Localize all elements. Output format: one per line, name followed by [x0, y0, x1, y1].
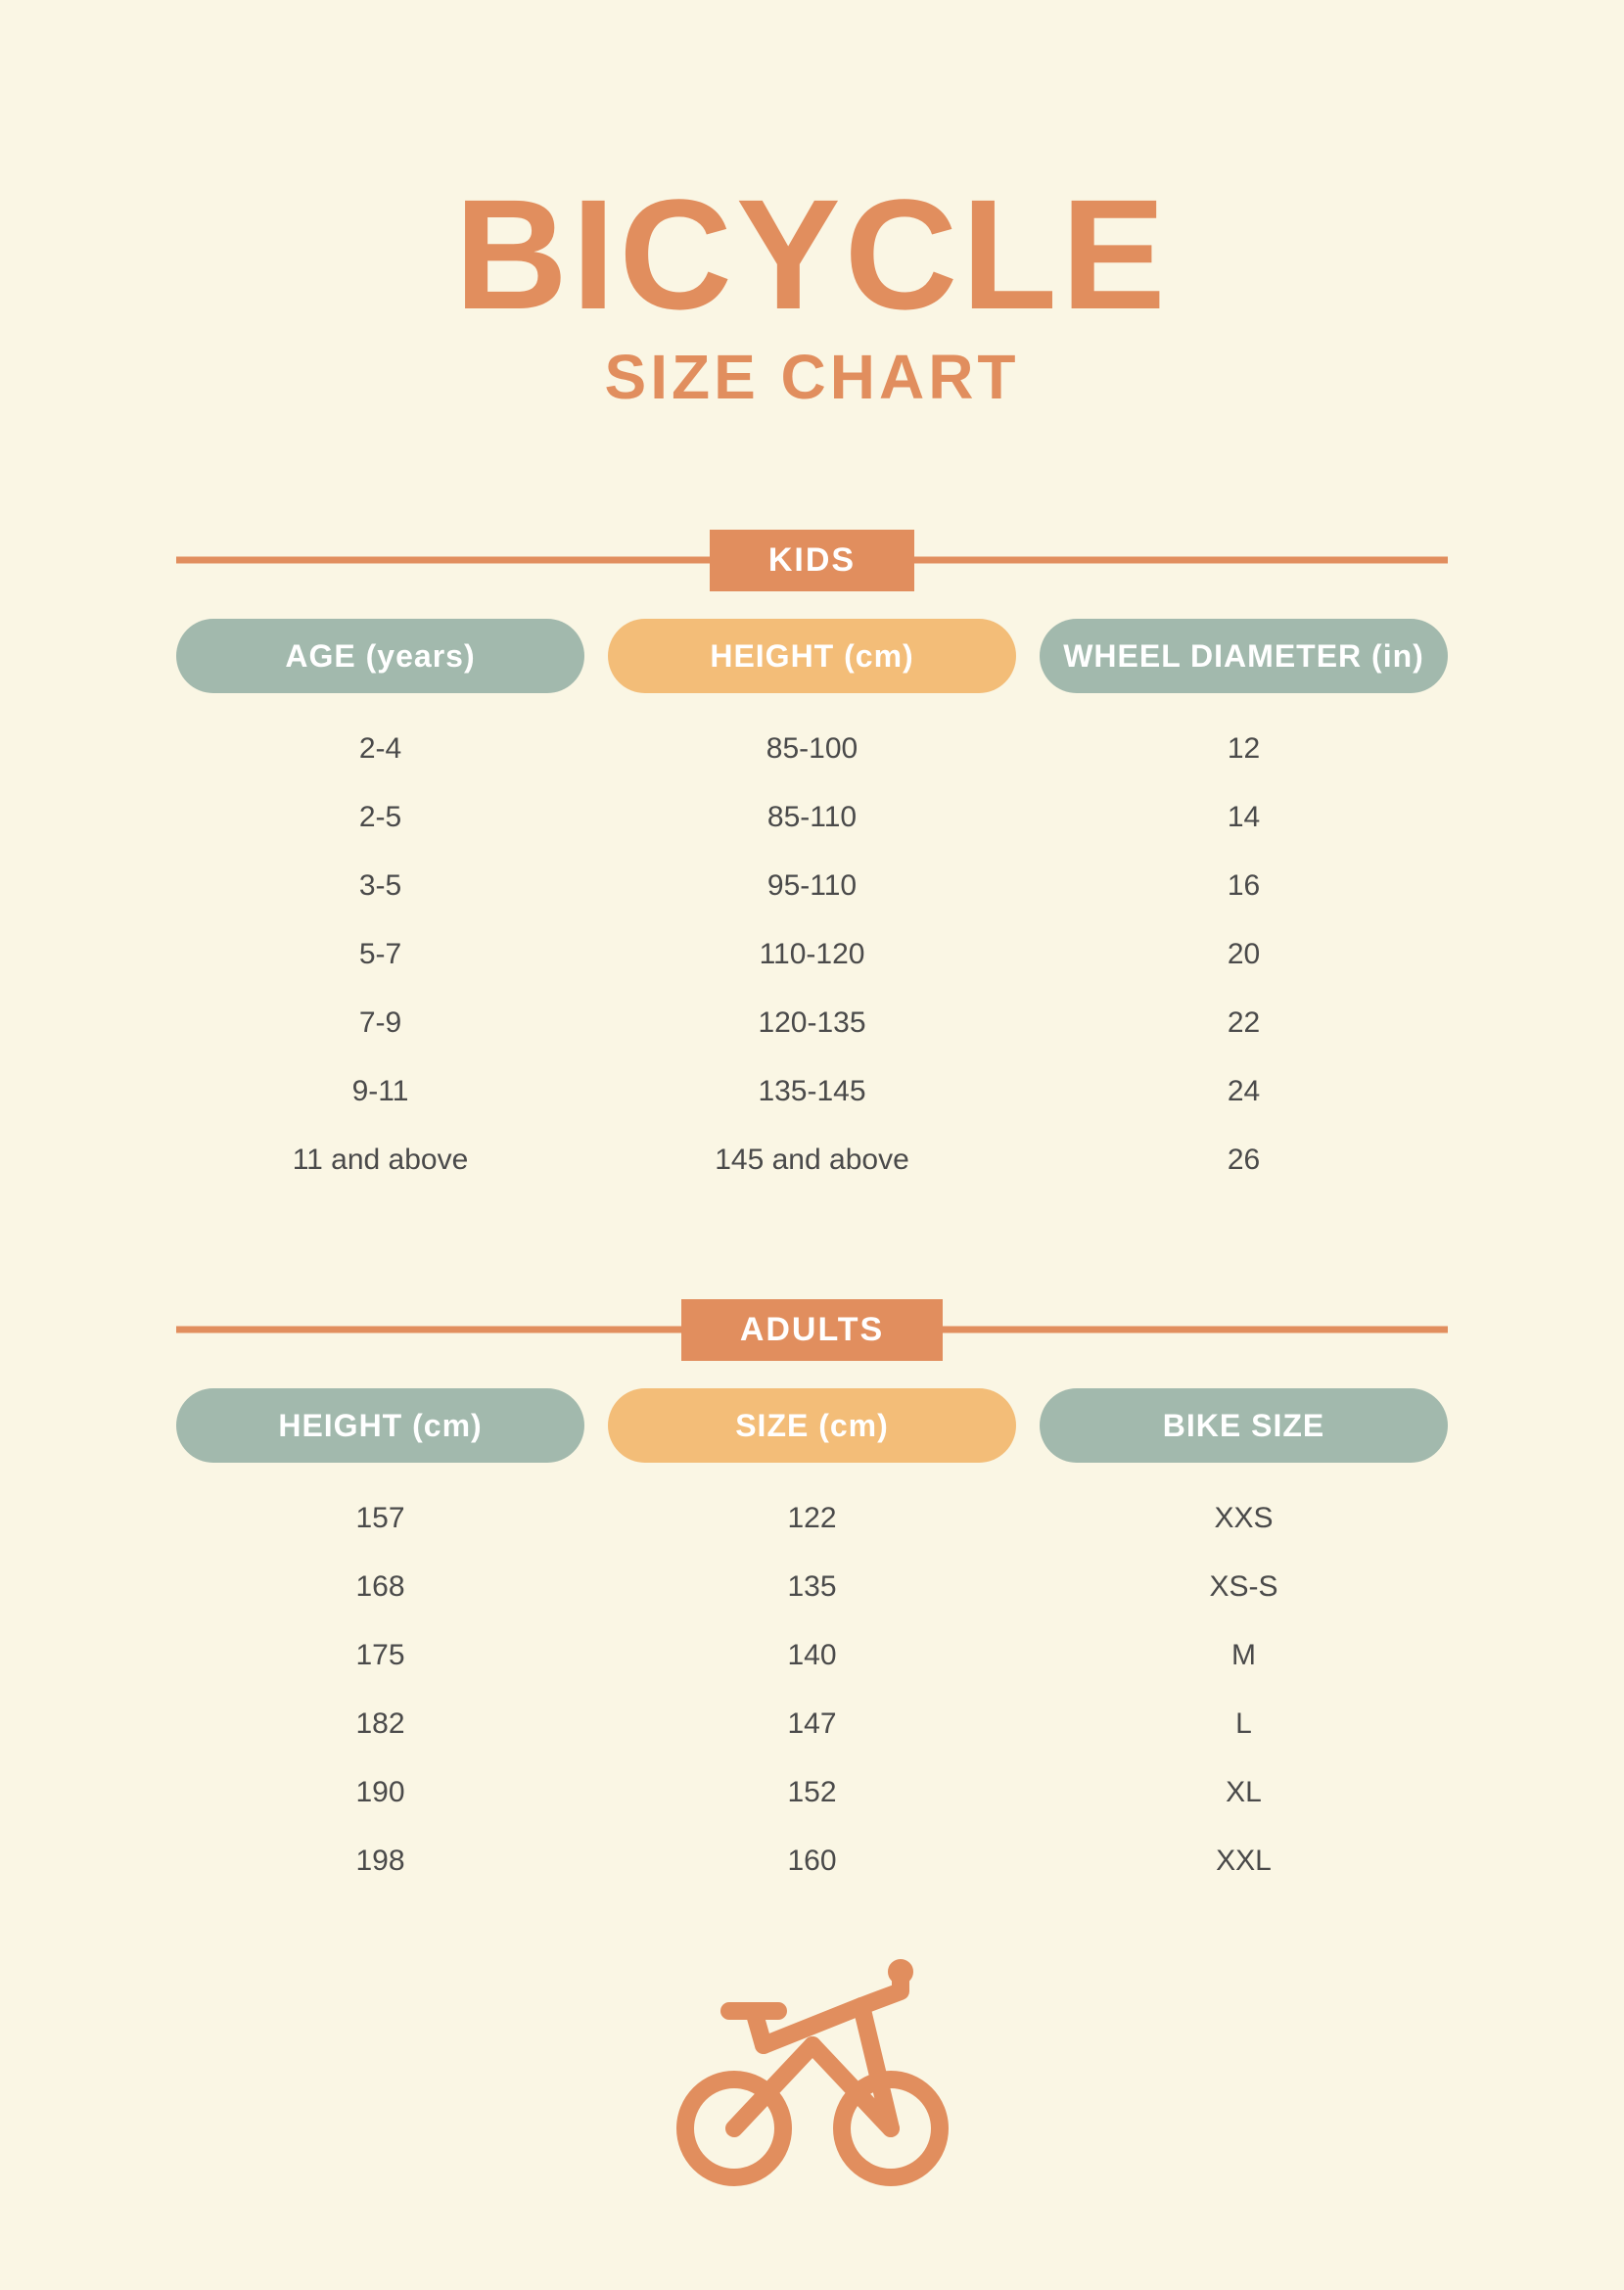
- adults-rows: 157 122 XXS 168 135 XS-S 175 140 M 182 1…: [176, 1502, 1448, 1878]
- page-container: BICYCLE SIZE CHART KIDS AGE (years) HEIG…: [0, 0, 1624, 2187]
- kids-col-wheel: WHEEL DIAMETER (in): [1040, 619, 1448, 693]
- table-row: 7-9 120-135 22: [176, 1006, 1448, 1040]
- cell: 85-100: [608, 732, 1016, 766]
- table-row: 182 147 L: [176, 1707, 1448, 1741]
- kids-col-age: AGE (years): [176, 619, 584, 693]
- kids-badge: KIDS: [710, 530, 914, 591]
- cell: 5-7: [176, 938, 584, 971]
- main-title: BICYCLE: [454, 176, 1169, 333]
- cell: 26: [1040, 1144, 1448, 1177]
- adults-col-size: SIZE (cm): [608, 1388, 1016, 1463]
- table-row: 5-7 110-120 20: [176, 938, 1448, 971]
- cell: 168: [176, 1570, 584, 1604]
- cell: 147: [608, 1707, 1016, 1741]
- table-row: 2-5 85-110 14: [176, 801, 1448, 834]
- cell: M: [1040, 1639, 1448, 1672]
- cell: 12: [1040, 732, 1448, 766]
- cell: 157: [176, 1502, 584, 1535]
- cell: 135-145: [608, 1075, 1016, 1108]
- cell: XXS: [1040, 1502, 1448, 1535]
- cell: XXL: [1040, 1845, 1448, 1878]
- kids-column-headers: AGE (years) HEIGHT (cm) WHEEL DIAMETER (…: [176, 619, 1448, 693]
- cell: 14: [1040, 801, 1448, 834]
- cell: 110-120: [608, 938, 1016, 971]
- adults-col-bike-size: BIKE SIZE: [1040, 1388, 1448, 1463]
- cell: 9-11: [176, 1075, 584, 1108]
- cell: L: [1040, 1707, 1448, 1741]
- kids-section-header: KIDS: [176, 531, 1448, 589]
- cell: 190: [176, 1776, 584, 1809]
- kids-section: KIDS AGE (years) HEIGHT (cm) WHEEL DIAME…: [176, 531, 1448, 1212]
- cell: 11 and above: [176, 1144, 584, 1177]
- cell: 140: [608, 1639, 1016, 1672]
- table-row: 2-4 85-100 12: [176, 732, 1448, 766]
- cell: XL: [1040, 1776, 1448, 1809]
- cell: 175: [176, 1639, 584, 1672]
- cell: 85-110: [608, 801, 1016, 834]
- cell: 152: [608, 1776, 1016, 1809]
- cell: 20: [1040, 938, 1448, 971]
- cell: 122: [608, 1502, 1016, 1535]
- table-row: 190 152 XL: [176, 1776, 1448, 1809]
- table-row: 175 140 M: [176, 1639, 1448, 1672]
- cell: 135: [608, 1570, 1016, 1604]
- cell: 3-5: [176, 869, 584, 903]
- bicycle-icon: [666, 1952, 959, 2187]
- adults-column-headers: HEIGHT (cm) SIZE (cm) BIKE SIZE: [176, 1388, 1448, 1463]
- table-row: 157 122 XXS: [176, 1502, 1448, 1535]
- cell: 95-110: [608, 869, 1016, 903]
- cell: 120-135: [608, 1006, 1016, 1040]
- subtitle: SIZE CHART: [605, 341, 1020, 413]
- cell: 145 and above: [608, 1144, 1016, 1177]
- adults-badge: ADULTS: [681, 1299, 943, 1361]
- cell: 2-4: [176, 732, 584, 766]
- adults-section-header: ADULTS: [176, 1300, 1448, 1359]
- adults-section: ADULTS HEIGHT (cm) SIZE (cm) BIKE SIZE 1…: [176, 1300, 1448, 1913]
- kids-rows: 2-4 85-100 12 2-5 85-110 14 3-5 95-110 1…: [176, 732, 1448, 1177]
- cell: 7-9: [176, 1006, 584, 1040]
- cell: 2-5: [176, 801, 584, 834]
- table-row: 11 and above 145 and above 26: [176, 1144, 1448, 1177]
- cell: 16: [1040, 869, 1448, 903]
- cell: 160: [608, 1845, 1016, 1878]
- cell: 198: [176, 1845, 584, 1878]
- cell: 24: [1040, 1075, 1448, 1108]
- adults-col-height: HEIGHT (cm): [176, 1388, 584, 1463]
- table-row: 198 160 XXL: [176, 1845, 1448, 1878]
- cell: XS-S: [1040, 1570, 1448, 1604]
- table-row: 168 135 XS-S: [176, 1570, 1448, 1604]
- table-row: 9-11 135-145 24: [176, 1075, 1448, 1108]
- cell: 182: [176, 1707, 584, 1741]
- cell: 22: [1040, 1006, 1448, 1040]
- kids-col-height: HEIGHT (cm): [608, 619, 1016, 693]
- table-row: 3-5 95-110 16: [176, 869, 1448, 903]
